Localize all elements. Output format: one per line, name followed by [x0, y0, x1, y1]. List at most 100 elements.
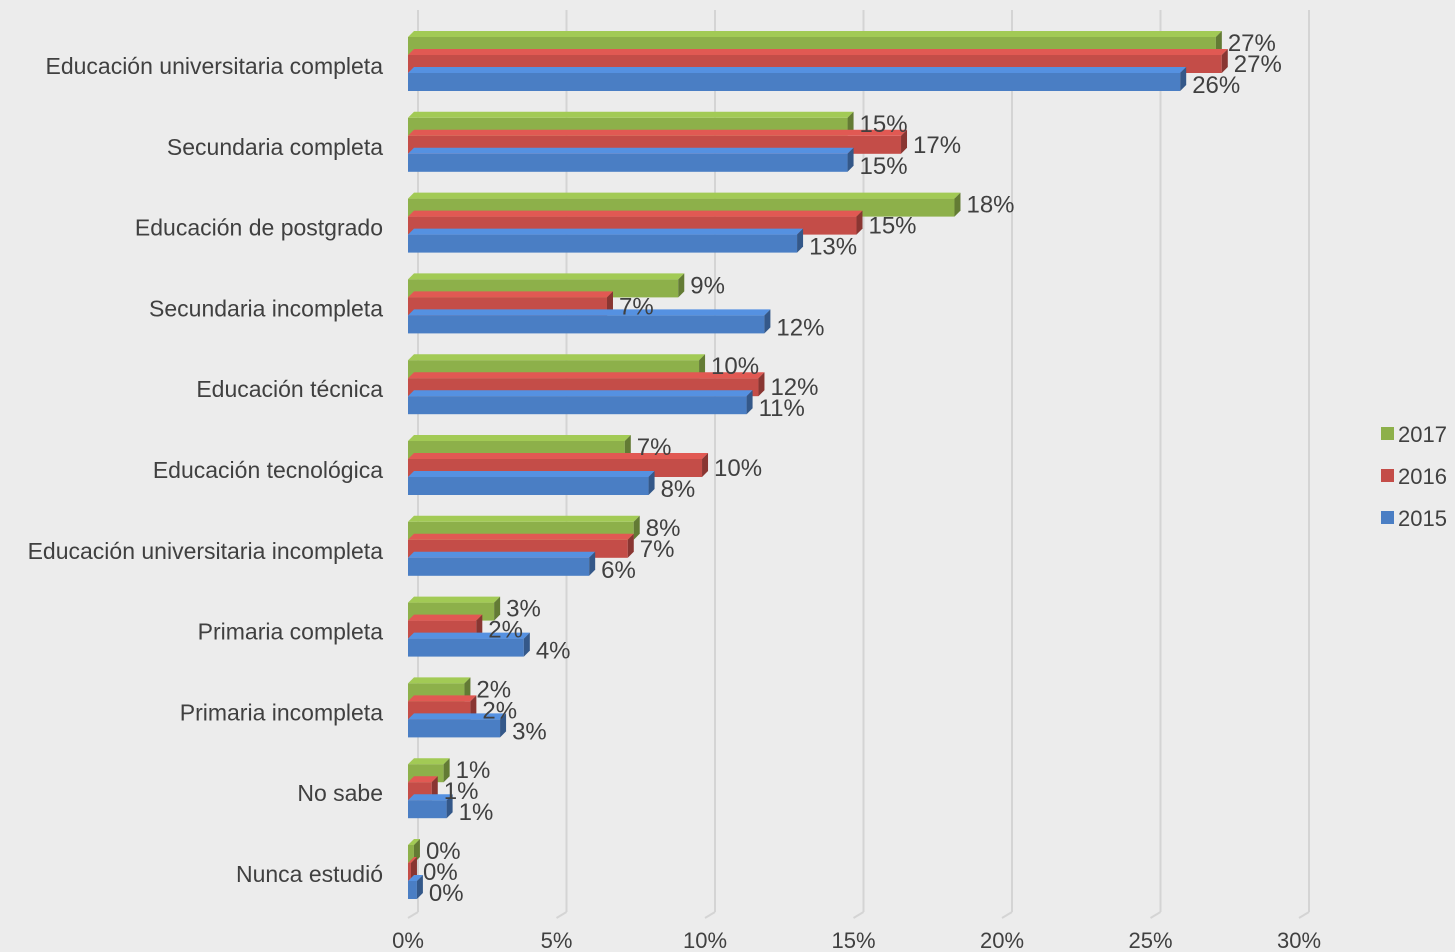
gridline-foot [1001, 911, 1013, 919]
bar-face [408, 477, 649, 495]
bar-2015 [408, 309, 771, 334]
bar-2015 [408, 551, 596, 576]
bar-top [408, 614, 483, 621]
bar-2015 [408, 228, 804, 253]
data-label: 8% [646, 515, 681, 542]
x-tick-label: 0% [392, 928, 424, 952]
data-label: 7% [619, 293, 654, 320]
bar-top [408, 551, 596, 558]
bar-top [408, 596, 501, 603]
bar-top [408, 677, 471, 684]
category-label: Nunca estudió [236, 861, 383, 887]
bar-end [589, 551, 596, 576]
bar-face [408, 73, 1181, 91]
bar-end [746, 390, 753, 415]
x-tick-label: 25% [1128, 928, 1172, 952]
bar-top [408, 192, 961, 199]
x-axis-ticks: 0% 5% 10% 15% 20% 25% 30% [392, 928, 1321, 952]
data-label: 27% [1228, 30, 1276, 57]
bar-end [856, 210, 863, 235]
data-label: 3% [506, 596, 541, 623]
bar-2015 [408, 875, 423, 899]
data-label: 6% [601, 557, 636, 584]
bar-2015 [408, 713, 507, 738]
bar-end [648, 471, 655, 495]
legend-label: 2017 [1398, 422, 1447, 447]
bar-top [408, 794, 453, 801]
data-label: 13% [809, 234, 857, 261]
bar-top [408, 515, 640, 522]
legend-label: 2015 [1398, 506, 1447, 531]
gridline-foot [1298, 911, 1310, 919]
bar-top [408, 111, 854, 118]
category-label: Primaria incompleta [180, 699, 383, 725]
x-tick-label: 20% [980, 928, 1024, 952]
bar-end [678, 273, 685, 298]
bar-top [408, 435, 631, 441]
bar-face [408, 863, 411, 881]
data-label: 2% [488, 617, 523, 644]
bar-top [408, 695, 477, 702]
x-tick-label: 5% [541, 928, 573, 952]
bar-end [627, 533, 634, 558]
bar-top [408, 291, 613, 298]
data-label: 1% [444, 778, 479, 805]
bar-face [408, 800, 447, 819]
bar-2015 [408, 390, 753, 415]
bar-face [408, 881, 417, 899]
gridline-foot [555, 911, 568, 919]
data-labels: 27%27%26%15%17%15%18%15%13%9%7%12%10%12%… [423, 30, 1282, 907]
bar-end [764, 309, 771, 334]
bar-end [954, 192, 961, 217]
bar-top [408, 857, 417, 863]
data-label: 2% [476, 676, 511, 703]
category-label: Educación universitaria incompleta [28, 538, 384, 564]
bar-end [1180, 67, 1187, 91]
bar-face [408, 638, 524, 657]
gridline-foot [1149, 911, 1162, 919]
bar-face [408, 845, 414, 863]
bar-top [408, 273, 685, 280]
bar-end [416, 875, 423, 899]
data-label: 3% [512, 718, 547, 745]
category-label: Secundaria completa [167, 134, 383, 160]
bar-end [901, 129, 908, 154]
bar-top [408, 210, 863, 217]
bar-top [408, 354, 706, 361]
bar-top [408, 31, 1222, 37]
bar-2015 [408, 147, 854, 172]
data-label: 0% [423, 859, 458, 886]
data-label: 0% [429, 880, 464, 907]
bar-face [408, 557, 590, 576]
bar-top [408, 471, 655, 477]
data-label: 0% [426, 838, 461, 865]
category-label: Educación universitaria completa [45, 53, 383, 79]
bar-end [446, 794, 453, 819]
bar-end [797, 228, 804, 253]
bar-end [758, 372, 765, 397]
bar-end [1221, 49, 1228, 73]
legend: 2017 2016 2015 [1381, 422, 1447, 531]
bar-end [500, 713, 507, 738]
x-tick-label: 30% [1277, 928, 1321, 952]
bars [408, 31, 1228, 899]
data-label: 7% [640, 536, 675, 563]
data-label: 9% [690, 272, 725, 299]
category-label: Primaria completa [198, 619, 384, 645]
bar-end [494, 596, 501, 621]
bar-2015 [408, 632, 530, 657]
gridline-foot [704, 911, 716, 919]
data-label: 15% [868, 213, 916, 240]
category-labels: Educación universitaria completa Secundar… [28, 53, 384, 887]
bar-top [408, 372, 765, 379]
data-label: 4% [536, 638, 571, 665]
bar-end [633, 515, 640, 540]
bar-end [702, 453, 709, 477]
bar-2015 [408, 471, 655, 495]
bar-end [443, 758, 450, 783]
data-label: 7% [637, 434, 672, 461]
data-label: 17% [913, 132, 961, 159]
data-label: 26% [1192, 72, 1240, 99]
